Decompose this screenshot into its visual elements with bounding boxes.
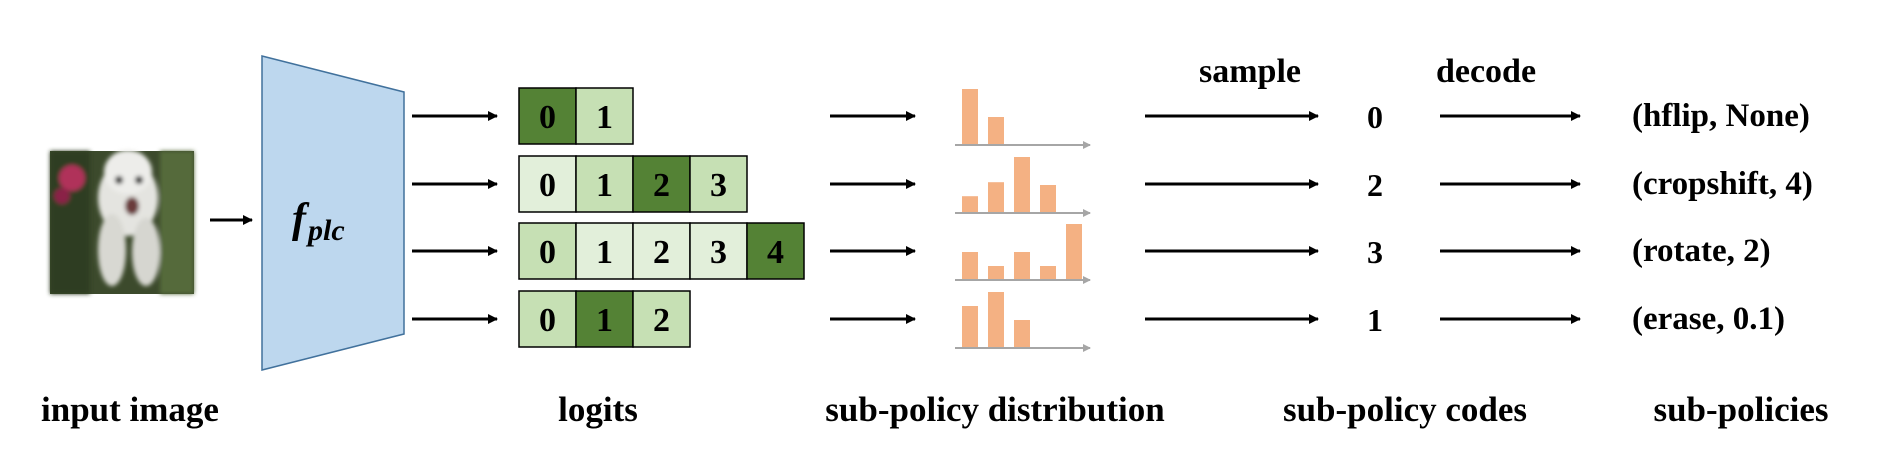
logit-cell-label: 1 xyxy=(596,167,613,204)
logit-cell xyxy=(518,87,577,145)
distribution-bar xyxy=(1014,252,1030,280)
logit-cell xyxy=(575,290,634,348)
row-2: 0 1 2 3 4 3 (rotate, 2) xyxy=(412,222,1771,284)
sub-policy: (erase, 0.1) xyxy=(1632,301,1785,337)
logit-cell xyxy=(746,222,805,280)
sample-label: sample xyxy=(1199,53,1301,90)
policy-network: fplc xyxy=(261,55,405,371)
distribution-bar xyxy=(1040,266,1056,280)
sub-policy-code: 3 xyxy=(1367,234,1383,270)
sub-policy: (cropshift, 4) xyxy=(1632,166,1813,202)
row-1: 0 1 2 3 2 (cropshift, 4) xyxy=(412,155,1813,217)
label-sub-policies: sub-policies xyxy=(1653,390,1828,429)
logit-cell xyxy=(689,155,748,213)
distribution-bar xyxy=(988,117,1004,145)
distribution-bar xyxy=(1066,224,1082,280)
label-sub-policy-codes: sub-policy codes xyxy=(1283,390,1527,429)
logit-cell xyxy=(632,290,691,348)
logit-cell xyxy=(518,290,577,348)
logit-cell xyxy=(575,155,634,213)
logit-cell-label: 2 xyxy=(653,302,670,339)
distribution-bar xyxy=(962,252,978,280)
sub-policy-rows: 0 1 0 (hflip, None) 0 1 2 3 2 (cropshift, 4) 0 1 2 3 4… xyxy=(412,87,1813,352)
logit-cell-label: 3 xyxy=(710,167,727,204)
input-image xyxy=(50,150,194,294)
distribution-bar xyxy=(988,292,1004,348)
logit-cell-label: 0 xyxy=(539,167,556,204)
distribution-bar xyxy=(988,182,1004,213)
distribution-bar xyxy=(988,266,1004,280)
logit-cell-label: 1 xyxy=(596,302,613,339)
logit-cell-label: 0 xyxy=(539,302,556,339)
network-subscript: plc xyxy=(305,214,345,247)
distribution-bar xyxy=(962,196,978,213)
logit-cell-label: 0 xyxy=(539,234,556,271)
svg-text:fplc: fplc xyxy=(292,196,345,247)
distribution-bar xyxy=(1014,157,1030,213)
network-symbol: f xyxy=(292,196,310,242)
label-logits: logits xyxy=(558,390,638,429)
label-sub-policy-distribution: sub-policy distribution xyxy=(825,390,1164,429)
logit-cell xyxy=(518,222,577,280)
label-input-image: input image xyxy=(41,390,219,429)
decode-label: decode xyxy=(1436,53,1536,90)
logit-cell-label: 3 xyxy=(710,234,727,271)
sub-policy: (hflip, None) xyxy=(1632,98,1810,134)
logit-cell-label: 1 xyxy=(596,234,613,271)
distribution-bar xyxy=(962,89,978,145)
logit-cell-label: 4 xyxy=(767,234,784,271)
logit-cell-label: 0 xyxy=(539,99,556,136)
distribution-bar xyxy=(962,306,978,348)
logit-cell xyxy=(632,222,691,280)
distribution-bar xyxy=(1040,185,1056,213)
logit-cell xyxy=(632,155,691,213)
sub-policy: (rotate, 2) xyxy=(1632,233,1771,269)
row-3: 0 1 2 1 (erase, 0.1) xyxy=(412,290,1785,352)
logit-cell-label: 2 xyxy=(653,167,670,204)
sub-policy-code: 2 xyxy=(1367,167,1383,203)
logit-cell xyxy=(689,222,748,280)
sub-policy-code: 1 xyxy=(1367,302,1383,338)
logit-cell-label: 1 xyxy=(596,99,613,136)
row-0: 0 1 0 (hflip, None) xyxy=(412,87,1810,149)
logit-cell xyxy=(575,87,634,145)
distribution-bar xyxy=(1014,320,1030,348)
logit-cell-label: 2 xyxy=(653,234,670,271)
logit-cell xyxy=(518,155,577,213)
sub-policy-code: 0 xyxy=(1367,99,1383,135)
